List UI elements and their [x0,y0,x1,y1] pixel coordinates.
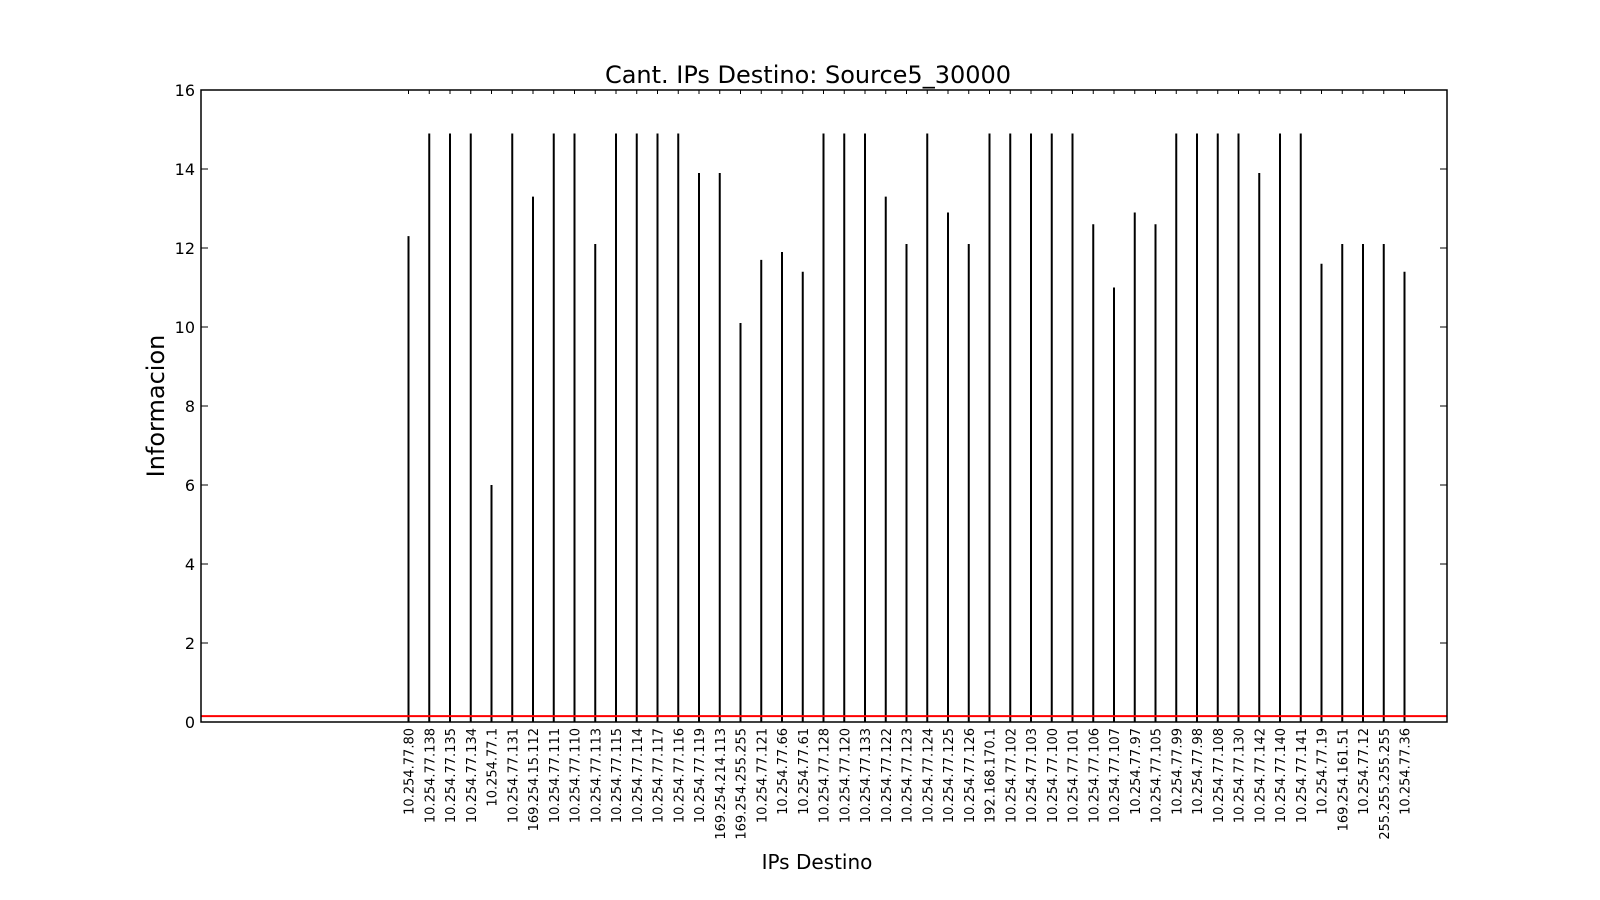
x-tick-label: 10.254.77.101 [1067,728,1082,823]
y-tick-label: 10 [175,318,195,337]
x-tick-label: 10.254.77.126 [963,728,978,823]
x-tick-label: 10.254.77.115 [610,728,625,823]
x-tick-label: 10.254.77.66 [776,728,791,815]
y-axis-label: Informacion [142,335,170,478]
y-tick-label: 6 [185,476,195,495]
x-tick-label: 10.254.77.122 [880,728,895,823]
x-tick-label: 169.254.15.112 [527,728,542,831]
x-tick-label: 10.254.77.117 [652,728,667,823]
x-tick-label: 169.254.255.255 [735,728,750,840]
x-tick-label: 10.254.77.114 [631,728,646,823]
x-tick-label: 10.254.77.97 [1129,728,1144,815]
x-tick-label: 10.254.77.125 [942,728,957,823]
x-tick-label: 10.254.77.138 [423,728,438,823]
x-tick-label: 10.254.77.128 [818,728,833,823]
y-tick-label: 2 [185,634,195,653]
x-tick-label: 10.254.77.142 [1253,728,1268,823]
x-tick-label: 10.254.77.111 [548,728,563,823]
x-tick-label: 10.254.77.123 [901,728,916,823]
x-tick-label: 10.254.77.113 [589,728,604,823]
x-tick-label: 10.254.77.1 [486,728,501,807]
chart-title: Cant. IPs Destino: Source5_30000 [605,61,1011,89]
x-tick-label: 10.254.77.130 [1233,728,1248,823]
x-tick-label: 10.254.77.99 [1170,728,1185,815]
y-tick-label: 4 [185,555,195,574]
plot-frame [200,89,1448,723]
y-axis: 0 2 4 6 8 10 12 14 16 [175,81,1447,732]
x-axis-label: IPs Destino [762,850,873,874]
x-tick-label: 10.254.77.120 [838,728,853,823]
x-tick-label: 10.254.77.108 [1212,728,1227,823]
x-tick-label: 10.254.77.134 [465,728,480,823]
x-tick-label: 10.254.77.106 [1087,728,1102,823]
y-tick-label: 14 [175,160,195,179]
x-tick-label: 169.254.161.51 [1336,728,1351,831]
x-tick-label: 10.254.77.100 [1046,728,1061,823]
y-tick-label: 0 [185,713,195,732]
x-tick-label: 10.254.77.105 [1150,728,1165,823]
x-tick-label: 169.254.214.113 [714,728,729,840]
x-tick-label: 10.254.77.121 [755,728,770,823]
x-tick-label: 10.254.77.61 [797,728,812,815]
x-tick-label: 10.254.77.141 [1295,728,1310,823]
x-tick-label: 10.254.77.36 [1399,728,1414,815]
y-tick-label: 8 [185,397,195,416]
x-tick-label: 10.254.77.102 [1004,728,1019,823]
x-tick-label: 10.254.77.119 [693,728,708,823]
x-tick-label: 10.254.77.19 [1316,728,1331,815]
y-tick-label: 12 [175,239,195,258]
x-tick-label: 10.254.77.98 [1191,728,1206,815]
x-tick-label: 10.254.77.103 [1025,728,1040,823]
x-tick-label: 10.254.77.116 [672,728,687,823]
y-tick-label: 16 [175,81,195,100]
x-axis: 10.254.77.80 10.254.77.138 10.254.77.135 10… [403,90,1414,840]
x-tick-label: 10.254.77.110 [569,728,584,823]
x-tick-label: 10.254.77.131 [506,728,521,823]
x-tick-label: 10.254.77.133 [859,728,874,823]
x-tick-label: 10.254.77.80 [403,728,418,815]
x-tick-label: 192.168.170.1 [984,728,999,823]
x-tick-label: 10.254.77.140 [1274,728,1289,823]
x-tick-label: 10.254.77.124 [921,728,936,823]
x-tick-label: 10.254.77.135 [444,728,459,823]
x-tick-label: 10.254.77.107 [1108,728,1123,823]
bars-layer [407,133,1406,722]
x-tick-label: 10.254.77.12 [1357,728,1372,815]
x-tick-label: 255.255.255.255 [1378,728,1393,840]
